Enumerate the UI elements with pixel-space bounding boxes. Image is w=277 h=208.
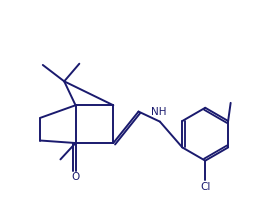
Text: O: O: [71, 172, 80, 182]
Text: NH: NH: [151, 107, 166, 117]
Text: Cl: Cl: [200, 182, 211, 192]
